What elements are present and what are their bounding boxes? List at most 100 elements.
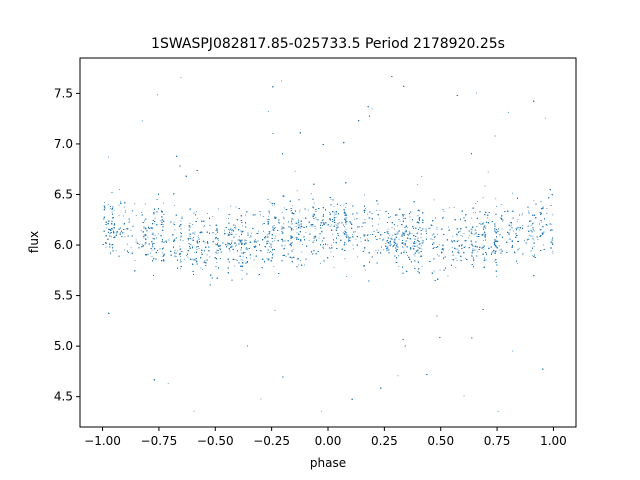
data-point <box>307 209 309 211</box>
data-point <box>111 236 112 238</box>
data-point <box>463 395 465 397</box>
data-point <box>455 248 457 250</box>
data-point <box>191 238 193 240</box>
data-point <box>191 245 193 247</box>
data-point <box>333 242 335 243</box>
data-point <box>181 216 183 218</box>
data-point <box>471 230 473 232</box>
data-point <box>124 249 125 251</box>
data-point <box>476 92 478 94</box>
data-point <box>263 230 264 232</box>
data-point <box>145 234 147 236</box>
data-point <box>273 266 275 268</box>
data-point <box>451 246 453 248</box>
data-point <box>545 117 546 119</box>
data-point <box>267 237 269 238</box>
data-point <box>333 256 334 257</box>
data-point <box>242 266 244 267</box>
data-point <box>163 255 165 256</box>
data-point <box>516 220 518 222</box>
data-point <box>310 193 312 195</box>
data-point <box>552 236 554 238</box>
data-point <box>323 223 324 225</box>
data-point <box>407 235 409 236</box>
data-point <box>397 232 399 234</box>
data-point <box>474 249 476 251</box>
data-point <box>235 228 237 230</box>
data-point <box>491 252 493 254</box>
data-point <box>451 239 453 241</box>
data-point <box>304 264 305 266</box>
data-point <box>269 201 271 203</box>
data-point <box>421 245 422 247</box>
data-point <box>334 216 335 218</box>
data-point <box>151 233 153 235</box>
data-point <box>453 207 455 208</box>
data-point <box>499 233 501 235</box>
data-point <box>404 226 406 228</box>
data-point <box>533 246 535 247</box>
data-point <box>195 211 197 213</box>
data-point <box>371 108 373 110</box>
data-point <box>318 237 320 239</box>
data-point <box>411 233 413 235</box>
data-point <box>274 240 275 242</box>
data-point <box>302 244 303 245</box>
data-point <box>354 231 356 233</box>
data-point <box>139 244 140 245</box>
data-point <box>173 221 175 223</box>
data-point <box>124 210 126 212</box>
data-point <box>313 214 315 216</box>
data-point <box>267 252 269 253</box>
data-point <box>515 228 517 230</box>
data-point <box>420 237 422 239</box>
data-point <box>452 255 454 256</box>
data-point <box>391 227 393 229</box>
data-point <box>290 229 292 231</box>
data-point <box>475 212 476 214</box>
data-point <box>250 257 252 259</box>
data-point <box>151 256 153 257</box>
data-point <box>298 219 299 221</box>
data-point <box>537 239 539 241</box>
data-point <box>254 240 256 241</box>
data-point <box>343 204 345 206</box>
data-point <box>339 222 340 224</box>
data-point <box>501 248 502 250</box>
data-point <box>196 249 198 250</box>
data-point <box>487 171 489 173</box>
data-point <box>348 241 349 242</box>
data-point <box>187 256 189 258</box>
data-point <box>376 210 378 211</box>
data-point <box>533 222 534 224</box>
data-point <box>157 94 158 96</box>
data-point <box>409 216 411 218</box>
data-point <box>215 243 216 245</box>
data-point <box>249 237 251 238</box>
data-point <box>123 206 125 208</box>
data-point <box>157 233 159 235</box>
data-point <box>283 216 284 218</box>
data-point <box>296 190 298 192</box>
chart-title: 1SWASPJ082817.85-025733.5 Period 2178920… <box>151 36 505 52</box>
data-point <box>333 220 335 222</box>
data-point <box>145 227 147 229</box>
data-point <box>392 234 394 236</box>
data-point <box>397 225 398 227</box>
data-point <box>296 237 298 239</box>
data-point <box>455 257 457 259</box>
data-point <box>388 234 390 236</box>
data-point <box>417 209 419 211</box>
data-point <box>152 237 154 239</box>
data-point <box>297 237 299 239</box>
data-point <box>175 256 177 258</box>
data-point <box>143 237 145 239</box>
data-point <box>345 228 347 230</box>
data-point <box>270 251 271 252</box>
data-point <box>144 219 145 221</box>
data-point <box>201 231 203 233</box>
data-point <box>192 258 194 260</box>
data-point <box>460 235 462 236</box>
data-point <box>528 238 530 240</box>
data-point <box>241 243 243 244</box>
